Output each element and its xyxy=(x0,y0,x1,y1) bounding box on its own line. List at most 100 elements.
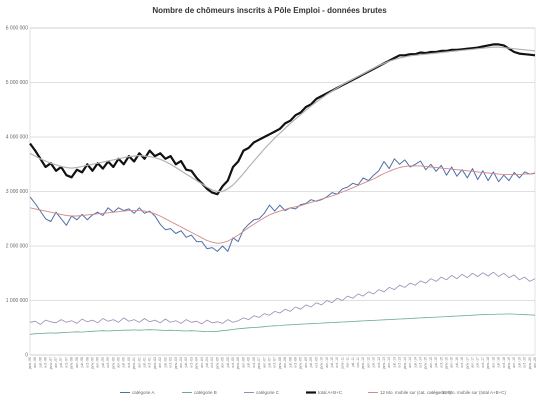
x-tick-label: avr.-17 xyxy=(471,357,475,368)
x-tick-label: avr.-12 xyxy=(366,357,370,368)
x-tick-label: avr.-10 xyxy=(325,357,329,368)
x-tick-label: avr.-01 xyxy=(137,357,141,368)
x-tick-label: avr.-16 xyxy=(450,357,454,368)
x-tick-label: janv.-14 xyxy=(403,357,407,370)
x-tick-label: janv.-10 xyxy=(320,357,324,370)
x-tick-label: juil.-16 xyxy=(455,357,459,368)
x-tick-label: janv.-04 xyxy=(195,357,199,370)
x-tick-label: juil.-07 xyxy=(267,357,271,368)
x-tick-label: juil.-02 xyxy=(163,357,167,368)
y-tick-label: 4 000 000 xyxy=(6,135,28,141)
x-tick-label: janv.-09 xyxy=(299,357,303,370)
series-lines xyxy=(29,43,536,335)
x-tick-label: juil.-11 xyxy=(351,357,355,368)
x-tick-label: avr.-99 xyxy=(96,357,100,368)
x-tick-label: janv.-18 xyxy=(486,357,490,370)
y-tick-label: 1 000 000 xyxy=(6,298,28,304)
x-tick-label: juil.-17 xyxy=(476,357,480,368)
legend-label: catégorie A xyxy=(132,390,155,395)
x-tick-label: oct.-03 xyxy=(189,357,193,368)
x-tick-label: janv.-19 xyxy=(507,357,511,370)
x-tick-label: oct.-18 xyxy=(502,357,506,368)
x-tick-label: avr.-14 xyxy=(408,357,412,368)
y-tick-label: 5 000 000 xyxy=(6,80,28,86)
x-tick-label: avr.-07 xyxy=(262,357,266,368)
x-tick-label: juil.-00 xyxy=(122,357,126,368)
y-tick-label: 6 000 000 xyxy=(6,26,28,32)
x-tick-label: oct.-08 xyxy=(294,357,298,368)
x-tick-label: oct.-19 xyxy=(523,357,527,368)
gridlines xyxy=(29,27,536,356)
x-tick-label: oct.-12 xyxy=(377,357,381,368)
x-tick-label: oct.-11 xyxy=(356,357,360,367)
x-tick-label: janv.-15 xyxy=(424,357,428,370)
x-tick-label: oct.-01 xyxy=(148,357,152,368)
x-tick-label: oct.-97 xyxy=(64,357,68,368)
x-tick-label: juil.-06 xyxy=(247,357,251,368)
x-tick-label: avr.-05 xyxy=(221,357,225,368)
x-tick-label: janv.-99 xyxy=(90,357,94,370)
legend-label: catégorie C xyxy=(256,390,280,395)
legend: catégorie A catégorie B catégorie C total A… xyxy=(120,390,507,395)
x-tick-label: janv.-16 xyxy=(444,357,448,370)
x-tick-label: oct.-10 xyxy=(335,357,339,368)
x-tick-label: oct.-09 xyxy=(314,357,318,368)
x-tick-label: avr.-13 xyxy=(387,357,391,368)
x-tick-label: juil.-08 xyxy=(288,357,292,368)
x-tick-label: janv.-02 xyxy=(153,357,157,370)
x-tick-label: janv.-13 xyxy=(382,357,386,370)
series-line-0 xyxy=(29,158,536,252)
x-tick-label: janv.-97 xyxy=(49,357,53,370)
x-tick-label: avr.-11 xyxy=(346,357,350,367)
series-line-4 xyxy=(29,165,536,244)
x-tick-label: oct.-14 xyxy=(418,357,422,368)
x-tick-label: juil.-99 xyxy=(101,357,105,368)
x-tick-label: juil.-14 xyxy=(413,357,417,368)
x-tick-label: juil.-10 xyxy=(330,357,334,368)
x-tick-label: janv.-17 xyxy=(465,357,469,370)
x-tick-label: avr.-20 xyxy=(533,357,537,368)
x-tick-label: avr.-03 xyxy=(179,357,183,368)
x-tick-label: juil.-04 xyxy=(205,357,209,368)
legend-label: 12 Mo. mobile sur (total A+B+C) xyxy=(442,390,507,395)
y-tick-label: 0 xyxy=(25,353,28,359)
x-tick-label: juil.-09 xyxy=(309,357,313,368)
x-tick-label: avr.-09 xyxy=(304,357,308,368)
series-line-2 xyxy=(29,271,536,325)
x-tick-label: janv.-98 xyxy=(70,357,74,370)
x-tick-label: oct.-99 xyxy=(106,357,110,368)
x-tick-label: oct.-00 xyxy=(127,357,131,368)
x-tick-label: oct.-17 xyxy=(481,357,485,368)
y-tick-label: 2 000 000 xyxy=(6,244,28,250)
x-tick-label: oct.-04 xyxy=(210,357,214,368)
x-tick-label: avr.-18 xyxy=(491,357,495,368)
series-line-1 xyxy=(29,313,536,335)
x-tick-label: janv.-11 xyxy=(340,357,344,370)
x-tick-label: janv.-05 xyxy=(215,357,219,370)
x-tick-label: janv.-08 xyxy=(278,357,282,370)
x-tick-label: avr.-98 xyxy=(75,357,79,368)
y-tick-label: 3 000 000 xyxy=(6,189,28,195)
x-tick-label: juil.-03 xyxy=(184,357,188,368)
x-tick-label: oct.-15 xyxy=(439,357,443,368)
x-tick-label: avr.-02 xyxy=(158,357,162,368)
legend-label: catégorie B xyxy=(194,390,217,395)
x-tick-label: oct.-96 xyxy=(44,357,48,368)
x-tick-label: avr.-04 xyxy=(200,357,204,368)
x-tick-label: oct.-16 xyxy=(460,357,464,368)
legend-label: 12 Mo. mobile sur (cat. catégorie A) xyxy=(380,390,452,395)
x-tick-label: juil.-98 xyxy=(80,357,84,368)
x-tick-label: juil.-19 xyxy=(517,357,521,368)
x-axis-ticks: janv.-96 avr.-96 juil.-96 oct.-96 janv.-97 av… xyxy=(28,357,537,370)
x-tick-label: janv.-03 xyxy=(174,357,178,370)
x-tick-label: avr.-15 xyxy=(429,357,433,368)
x-tick-label: juil.-96 xyxy=(38,357,42,368)
x-tick-label: oct.-06 xyxy=(252,357,256,368)
x-tick-label: oct.-02 xyxy=(169,357,173,368)
x-tick-label: avr.-06 xyxy=(241,357,245,368)
x-tick-label: juil.-15 xyxy=(434,357,438,368)
x-tick-label: janv.-96 xyxy=(28,357,32,370)
x-tick-label: avr.-00 xyxy=(117,357,121,368)
